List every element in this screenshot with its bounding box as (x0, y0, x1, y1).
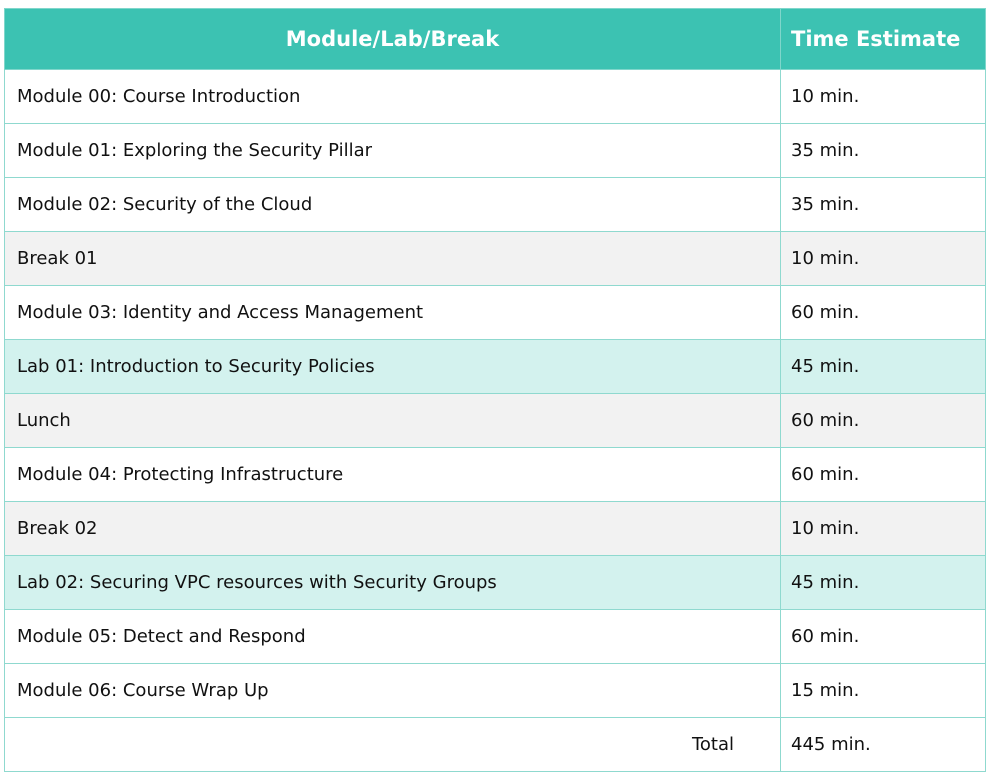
row-name: Module 06: Course Wrap Up (4, 663, 781, 718)
row-time: 10 min. (780, 231, 986, 286)
row-time: 45 min. (780, 339, 986, 394)
table-row-lab: Lab 01: Introduction to Security Policie… (4, 339, 986, 394)
course-schedule-table: Module/Lab/Break Time Estimate Module 00… (4, 8, 986, 772)
row-name: Break 01 (4, 231, 781, 286)
total-label: Total (4, 717, 781, 772)
row-name: Module 00: Course Introduction (4, 69, 781, 124)
row-time: 60 min. (780, 393, 986, 448)
row-name: Module 01: Exploring the Security Pillar (4, 123, 781, 178)
row-time: 35 min. (780, 177, 986, 232)
table-row-break: Break 02 10 min. (4, 501, 986, 556)
row-time: 35 min. (780, 123, 986, 178)
table-row: Module 05: Detect and Respond 60 min. (4, 609, 986, 664)
row-name: Module 03: Identity and Access Managemen… (4, 285, 781, 340)
table-row-lab: Lab 02: Securing VPC resources with Secu… (4, 555, 986, 610)
module-column-header: Module/Lab/Break (4, 8, 781, 70)
row-name: Module 02: Security of the Cloud (4, 177, 781, 232)
row-time: 60 min. (780, 609, 986, 664)
row-time: 60 min. (780, 447, 986, 502)
total-time: 445 min. (780, 717, 986, 772)
row-name: Module 05: Detect and Respond (4, 609, 781, 664)
time-column-header: Time Estimate (780, 8, 986, 70)
table-row: Module 02: Security of the Cloud 35 min. (4, 177, 986, 232)
row-name: Lab 02: Securing VPC resources with Secu… (4, 555, 781, 610)
table-row: Module 06: Course Wrap Up 15 min. (4, 663, 986, 718)
row-name: Module 04: Protecting Infrastructure (4, 447, 781, 502)
row-time: 60 min. (780, 285, 986, 340)
table-row: Module 00: Course Introduction 10 min. (4, 69, 986, 124)
table-row: Module 01: Exploring the Security Pillar… (4, 123, 986, 178)
schedule-table-container: Module/Lab/Break Time Estimate Module 00… (4, 8, 986, 772)
table-header-row: Module/Lab/Break Time Estimate (4, 8, 986, 70)
row-time: 10 min. (780, 501, 986, 556)
row-time: 45 min. (780, 555, 986, 610)
row-name: Lunch (4, 393, 781, 448)
row-time: 15 min. (780, 663, 986, 718)
table-row: Module 03: Identity and Access Managemen… (4, 285, 986, 340)
row-name: Lab 01: Introduction to Security Policie… (4, 339, 781, 394)
table-row-break: Break 01 10 min. (4, 231, 986, 286)
row-time: 10 min. (780, 69, 986, 124)
total-row: Total 445 min. (4, 717, 986, 772)
row-name: Break 02 (4, 501, 781, 556)
table-row: Module 04: Protecting Infrastructure 60 … (4, 447, 986, 502)
table-row-break: Lunch 60 min. (4, 393, 986, 448)
